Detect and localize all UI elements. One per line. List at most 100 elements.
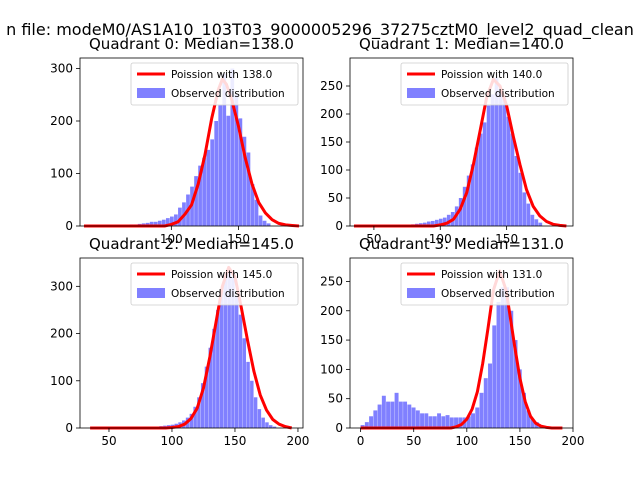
y-tick-label: 0 <box>335 219 343 233</box>
histogram-bar <box>234 295 239 428</box>
x-tick-label: 0 <box>357 434 365 448</box>
y-tick-label: 150 <box>320 135 343 149</box>
histogram-bar <box>437 413 442 428</box>
subplot-quadrant-3: Quadrant 3: Median=131.0 0 50 100 150 200 0 50 1… <box>320 235 584 448</box>
histogram-bar <box>466 175 471 226</box>
histogram-bar <box>268 425 273 428</box>
histogram-bar <box>369 416 374 428</box>
histogram-bar <box>538 222 543 226</box>
histogram-bar <box>514 156 519 226</box>
legend-label-observed: Observed distribution <box>171 288 285 300</box>
histogram-bar <box>390 401 395 428</box>
legend-box <box>130 62 299 106</box>
histogram-bar <box>242 338 247 428</box>
histogram-bar <box>458 417 463 428</box>
histogram-bar <box>442 217 447 226</box>
y-tick-label: 100 <box>320 163 343 177</box>
legend-swatch-observed <box>407 288 435 298</box>
histogram-bar <box>145 222 150 226</box>
histogram-bar <box>490 94 495 227</box>
histogram-bar <box>398 401 403 428</box>
histogram-bar <box>488 363 492 428</box>
y-tick-label: 200 <box>50 327 73 341</box>
legend-swatch-observed <box>407 88 435 98</box>
histogram-bar <box>250 184 255 226</box>
y-tick-label: 0 <box>65 219 73 233</box>
legend-label-poisson: Poission with 140.0 <box>441 69 542 81</box>
x-tick-label: 100 <box>161 434 184 448</box>
x-tick-label: 150 <box>224 434 247 448</box>
histogram-bar <box>502 97 507 226</box>
x-tick-label: 150 <box>227 232 250 246</box>
histogram-bar <box>200 383 205 428</box>
histogram-bar <box>506 116 511 226</box>
histogram-bar <box>424 413 429 428</box>
histogram-bar <box>250 380 254 428</box>
histogram-bar <box>386 401 391 428</box>
y-tick-label: 50 <box>328 392 343 406</box>
x-tick-label: 200 <box>562 434 585 448</box>
histogram-bar <box>227 269 231 428</box>
legend-box <box>130 262 299 306</box>
histogram-bar <box>216 309 220 428</box>
y-tick-label: 250 <box>320 79 343 93</box>
histogram-bar <box>204 366 209 428</box>
x-tick-label: 100 <box>160 232 183 246</box>
subplot-title: Quadrant 0: Median=138.0 <box>89 35 294 53</box>
histogram-bar <box>178 207 182 226</box>
x-tick-label: 50 <box>101 434 116 448</box>
subplot-title: Quadrant 2: Median=145.0 <box>89 235 294 253</box>
histogram-bar <box>212 328 216 428</box>
histogram-bar <box>517 369 522 428</box>
y-tick-label: 100 <box>320 362 343 376</box>
histogram-bar <box>222 73 227 226</box>
histogram-bar <box>219 291 224 428</box>
x-tick-label: 150 <box>508 434 531 448</box>
histogram-bar <box>246 361 250 428</box>
legend-label-poisson: Poission with 145.0 <box>171 269 272 281</box>
histogram-bar <box>526 203 531 226</box>
histogram-bar <box>474 147 479 226</box>
histogram-bar <box>449 417 454 428</box>
histogram-bar <box>475 407 480 428</box>
axes-frame <box>79 57 304 227</box>
histogram-bar <box>458 198 463 226</box>
y-tick-label: 50 <box>328 191 343 205</box>
histogram-bar <box>174 214 178 226</box>
histogram-bar <box>518 172 523 226</box>
histogram-bar <box>486 105 491 226</box>
legend-label-observed: Observed distribution <box>441 288 555 300</box>
histogram-bar <box>513 340 518 428</box>
histogram-bar <box>226 115 231 226</box>
subplot-quadrant-0: Quadrant 0: Median=138.0 100 150 0 100 200 300… <box>50 35 304 246</box>
histogram-bar <box>253 397 258 428</box>
histogram-bar <box>492 325 497 428</box>
histogram-bar <box>438 218 443 226</box>
histogram-bar <box>197 397 201 428</box>
histogram-bar <box>261 417 265 428</box>
x-tick-label: 50 <box>366 232 381 246</box>
histogram-bar <box>257 409 262 428</box>
histogram-bar <box>208 347 212 428</box>
histogram-bar <box>262 220 267 226</box>
histogram-bar <box>373 410 378 428</box>
histogram-bar <box>194 176 198 226</box>
histogram-bar <box>445 415 450 428</box>
y-tick-label: 250 <box>320 274 343 288</box>
histogram-bar <box>246 152 251 226</box>
histogram-bar <box>530 419 535 428</box>
histogram-bar <box>522 192 527 226</box>
axes-frame <box>79 257 304 429</box>
histogram-bar <box>534 219 539 226</box>
histogram-bar <box>479 392 484 428</box>
histogram-bar <box>193 406 197 428</box>
histogram-bar <box>210 139 215 226</box>
histogram-bar <box>223 276 228 428</box>
histogram-bar <box>470 164 475 226</box>
histogram-bar <box>522 392 526 428</box>
histogram-bar <box>206 149 211 226</box>
y-tick-label: 0 <box>335 421 343 435</box>
histogram-bar <box>254 199 259 226</box>
x-tick-label: 100 <box>455 434 478 448</box>
histogram-bar <box>462 186 467 226</box>
